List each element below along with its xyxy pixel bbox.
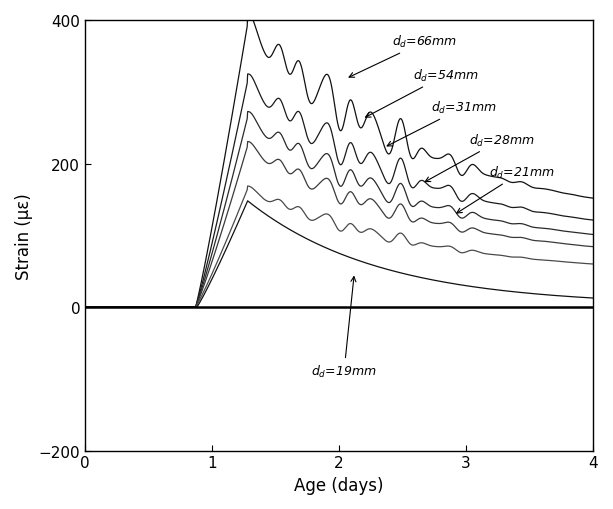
Text: $d_d$=28mm: $d_d$=28mm bbox=[425, 132, 535, 182]
Text: $d_d$=21mm: $d_d$=21mm bbox=[457, 164, 555, 214]
Text: $d_d$=31mm: $d_d$=31mm bbox=[387, 100, 497, 147]
Text: $d_d$=54mm: $d_d$=54mm bbox=[365, 68, 479, 118]
Y-axis label: Strain (με): Strain (με) bbox=[15, 192, 33, 279]
Text: $d_d$=66mm: $d_d$=66mm bbox=[349, 34, 458, 78]
X-axis label: Age (days): Age (days) bbox=[294, 476, 384, 494]
Text: $d_d$=19mm: $d_d$=19mm bbox=[311, 277, 377, 380]
